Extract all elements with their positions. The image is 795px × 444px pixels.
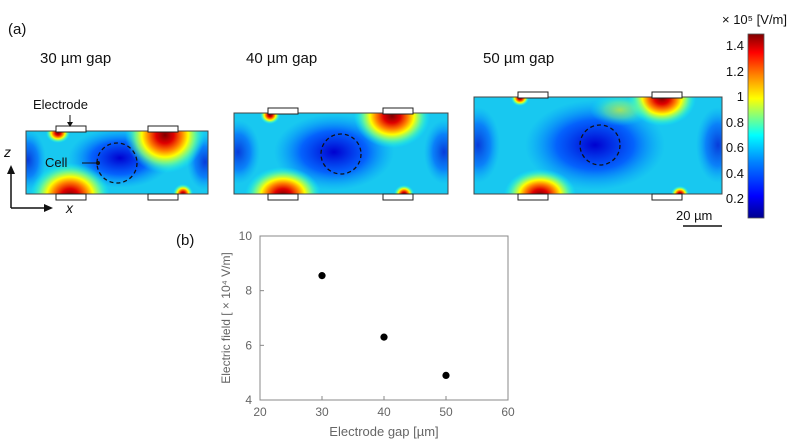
x-tick-label: 40 xyxy=(377,405,391,419)
x-tick-label: 60 xyxy=(501,405,515,419)
field-map-30um xyxy=(25,125,209,201)
colorbar-tick-label: 1.2 xyxy=(725,63,744,79)
x-tick-label: 50 xyxy=(439,405,453,419)
colorbar-tick-label: 1 xyxy=(736,89,744,104)
colorbar-tick-label: 0.8 xyxy=(725,114,744,130)
y-tick-label: 8 xyxy=(245,284,252,298)
colorbar-unit: × 10⁵ [V/m] xyxy=(722,12,787,27)
plot-frame xyxy=(259,235,509,401)
map-title-30: 30 µm gap xyxy=(40,50,112,67)
cell-outline-30um xyxy=(96,142,138,184)
map-title-50: 50 µm gap xyxy=(483,50,555,67)
colorbar-tick-label: 0.2 xyxy=(725,191,744,206)
cell-label: Cell xyxy=(45,155,68,170)
colorbar xyxy=(747,33,765,219)
map-title-40: 40 µm gap xyxy=(246,50,318,67)
panel-a-label: (a) xyxy=(8,21,27,38)
x-tick-label: 30 xyxy=(315,405,329,419)
electrode-label: Electrode xyxy=(33,97,88,112)
axis-x-label: x xyxy=(66,200,73,216)
data-point xyxy=(442,371,450,379)
colorbar-tick-label: 1.4 xyxy=(725,38,744,53)
field-map-50um xyxy=(473,91,723,201)
colorbar-tick-label: 0.6 xyxy=(725,140,744,155)
scale-bar-label: 20 µm xyxy=(676,208,713,223)
axis-z-label: z xyxy=(4,144,11,160)
y-axis-label: Electric field [ × 10⁴ V/m] xyxy=(219,252,233,384)
cell-outline-50um xyxy=(579,124,621,166)
field-map-40um xyxy=(233,107,449,201)
x-tick-label: 20 xyxy=(253,405,267,419)
cell-outline-40um xyxy=(320,133,362,175)
colorbar-tick-label: 0.4 xyxy=(725,165,744,181)
data-point xyxy=(380,333,388,341)
x-axis-label: Electrode gap [µm] xyxy=(329,424,438,439)
y-tick-label: 6 xyxy=(245,338,252,352)
axes-indicator xyxy=(7,165,53,212)
y-tick-label: 10 xyxy=(239,229,253,243)
data-point xyxy=(318,272,326,280)
y-tick-label: 4 xyxy=(245,393,252,407)
panel-b-label: (b) xyxy=(176,232,195,249)
